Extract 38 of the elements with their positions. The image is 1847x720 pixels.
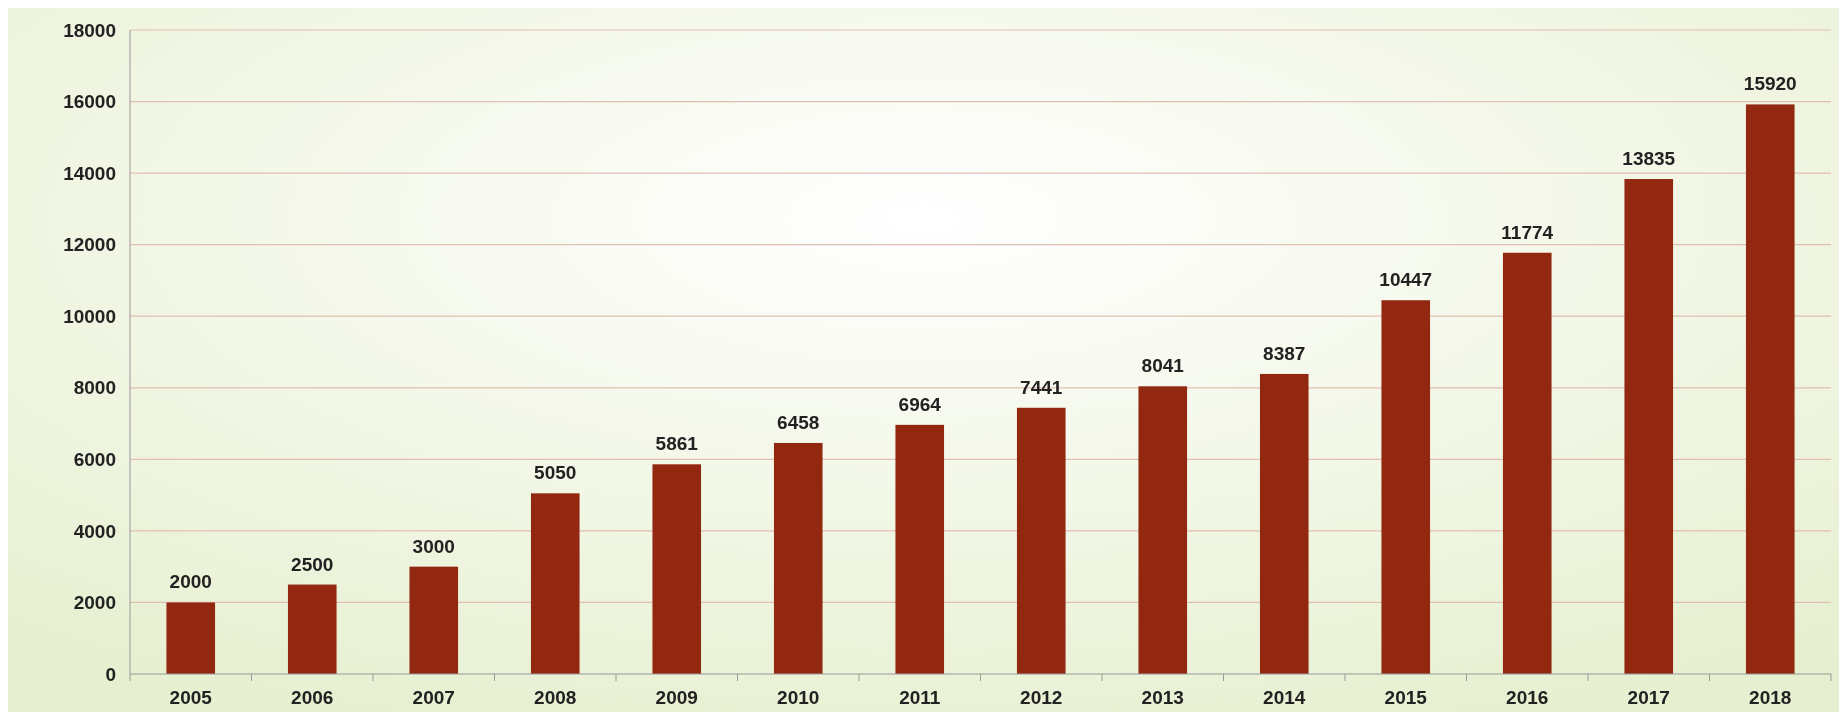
data-label: 11774 [1501, 221, 1554, 243]
y-tick-label: 14000 [63, 162, 116, 184]
y-tick-label: 2000 [73, 592, 116, 614]
x-tick-label: 2013 [1141, 687, 1184, 708]
y-tick-label: 0 [105, 663, 116, 685]
y-tick-label: 10000 [63, 305, 116, 327]
y-tick-label: 8000 [73, 377, 116, 399]
x-tick-label: 2005 [169, 687, 213, 708]
x-tick-label: 2016 [1506, 687, 1549, 708]
x-tick-label: 2008 [534, 687, 577, 708]
x-tick-label: 2010 [777, 687, 820, 708]
data-label: 6964 [898, 393, 942, 415]
x-tick-label: 2006 [291, 687, 334, 708]
data-label: 8387 [1263, 342, 1306, 364]
data-label: 15920 [1743, 73, 1797, 95]
x-tick-label: 2017 [1627, 687, 1670, 708]
y-tick-label: 18000 [63, 19, 116, 41]
y-tick-label: 12000 [63, 234, 116, 256]
x-tick-label: 2007 [412, 687, 455, 708]
data-label: 7441 [1020, 376, 1063, 398]
y-tick-label: 4000 [73, 520, 116, 542]
data-label: 5861 [655, 433, 699, 455]
data-label: 5050 [534, 462, 577, 484]
y-tick-label: 16000 [63, 91, 116, 113]
y-tick-label: 6000 [73, 448, 116, 470]
data-label: 10447 [1379, 269, 1433, 291]
x-tick-label: 2014 [1263, 687, 1306, 708]
data-label: 3000 [412, 535, 455, 557]
data-label: 6458 [777, 411, 820, 433]
x-tick-label: 2009 [655, 687, 698, 708]
x-tick-label: 2015 [1384, 687, 1428, 708]
data-label: 13835 [1622, 148, 1676, 170]
x-tick-label: 2012 [1020, 687, 1063, 708]
data-label: 2000 [169, 571, 212, 593]
data-label: 2500 [291, 553, 334, 575]
x-tick-label: 2011 [899, 687, 941, 708]
data-label: 8041 [1141, 355, 1185, 377]
x-tick-label: 2018 [1749, 687, 1792, 708]
